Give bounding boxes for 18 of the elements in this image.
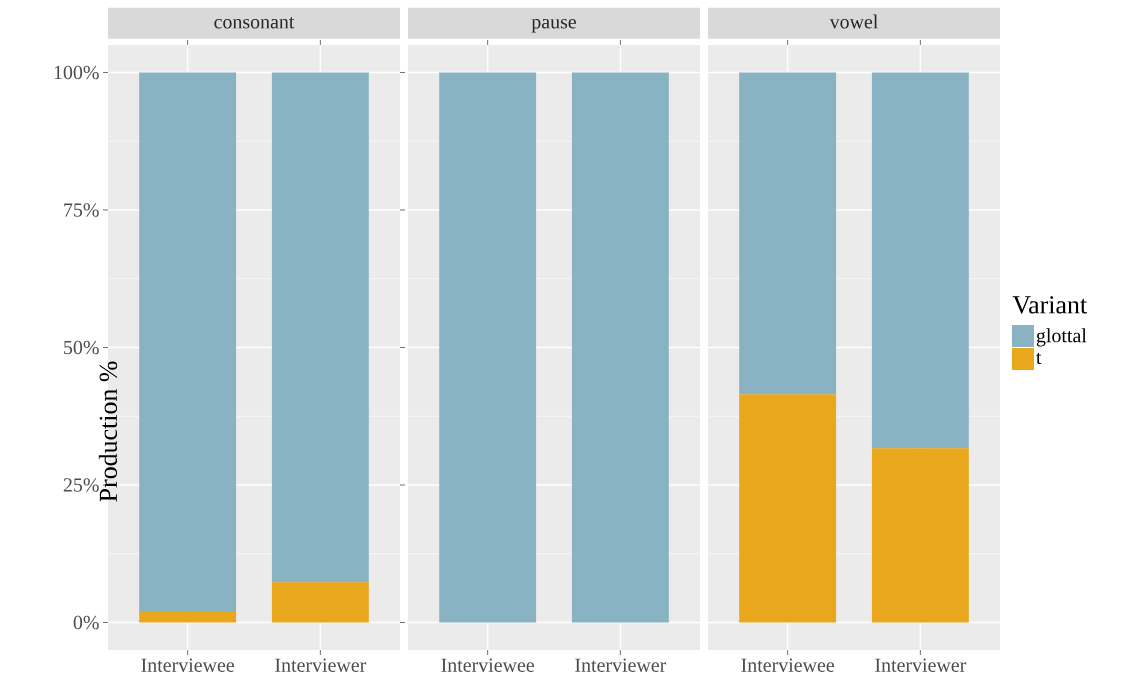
y-axis-title: Production %	[98, 361, 118, 502]
x-tick-label: Interviewer	[575, 658, 667, 672]
y-tick-label: 100%	[54, 65, 99, 80]
x-tick-label: Interviewee	[441, 658, 534, 672]
chart-title: consonant	[214, 17, 295, 29]
legend-label: glottal	[1036, 328, 1087, 347]
y-tick-label: 0%	[73, 615, 99, 630]
x-tick-label: Interviewee	[141, 658, 234, 672]
x-tick-label: Interviewee	[741, 658, 834, 672]
chart-title: vowel	[829, 14, 878, 29]
legend-label: t	[1036, 352, 1042, 365]
x-tick-label: Interviewer	[875, 658, 967, 672]
y-tick-label: 25%	[63, 478, 99, 492]
chart-title: pause	[531, 18, 576, 33]
y-tick-label: 75%	[64, 203, 99, 217]
y-tick-label: 50%	[64, 340, 99, 355]
legend-title: Variant	[1012, 296, 1087, 314]
x-tick-label: Interviewer	[275, 658, 367, 672]
